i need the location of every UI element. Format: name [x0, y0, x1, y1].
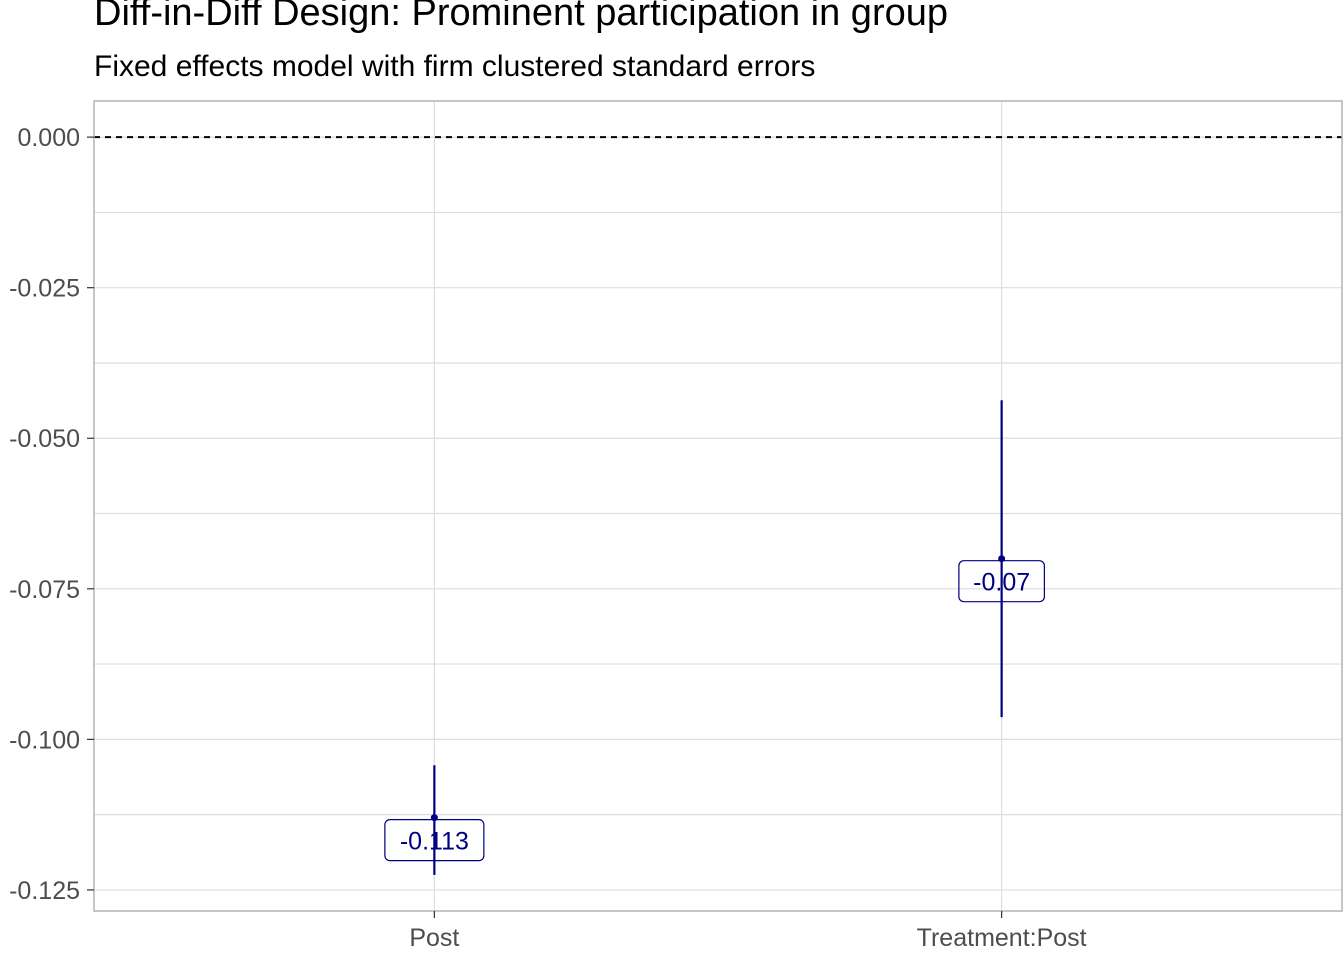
x-axis-ticks: Post Treatment:Post [409, 911, 1087, 952]
x-tick-label: Post [409, 924, 459, 952]
y-tick-label: 0.000 [17, 124, 80, 152]
grid-lines [94, 101, 1342, 911]
panel-border-group [93, 100, 1343, 912]
coefficient-marks: -0.113 -0.07 [384, 400, 1045, 875]
y-tick-label: -0.125 [9, 877, 80, 905]
data-label-1: -0.113 [384, 819, 485, 862]
y-axis-ticks: 0.000 -0.025 -0.050 -0.075 -0.100 -0.125 [9, 124, 94, 905]
y-tick-label: -0.025 [9, 275, 80, 303]
chart-title: Diff-in-Diff Design: Prominent participa… [94, 0, 948, 34]
y-tick-label: -0.100 [9, 726, 80, 754]
y-tick-label: -0.075 [9, 576, 80, 604]
chart-subtitle: Fixed effects model with firm clustered … [94, 50, 816, 83]
data-label-box-1 [384, 819, 485, 862]
panel-border [93, 100, 1343, 912]
data-label-2: -0.07 [958, 560, 1045, 603]
data-label-text-1: -0.113 [400, 828, 469, 856]
data-label-box-2 [958, 560, 1045, 603]
data-label-text-2: -0.07 [973, 569, 1030, 597]
x-tick-label: Treatment:Post [917, 924, 1087, 952]
y-tick-label: -0.050 [9, 425, 80, 453]
